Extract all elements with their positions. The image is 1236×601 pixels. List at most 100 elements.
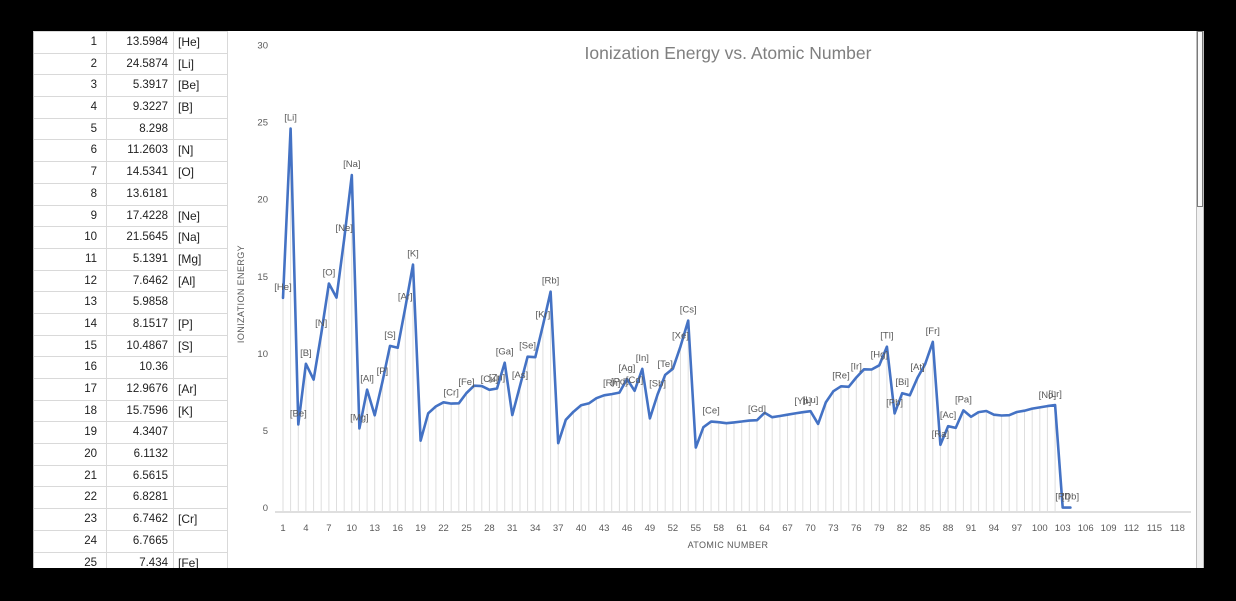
data-point-label: [Rf] [1055, 492, 1070, 503]
cell-label[interactable]: [Na] [174, 227, 228, 248]
cell-ionization-energy[interactable]: 8.1517 [107, 313, 174, 335]
cell-atomic-number[interactable]: 20 [34, 444, 107, 465]
y-tick-label: 0 [263, 503, 268, 514]
cell-label[interactable]: [S] [174, 335, 228, 357]
cell-atomic-number[interactable]: 21 [34, 465, 107, 487]
cell-label[interactable] [174, 465, 228, 487]
data-point-label: [Cr] [444, 388, 459, 399]
cell-atomic-number[interactable]: 11 [34, 248, 107, 270]
cell-ionization-energy[interactable]: 14.5341 [107, 162, 174, 183]
cell-ionization-energy[interactable]: 5.3917 [107, 75, 174, 97]
cell-atomic-number[interactable]: 2 [34, 53, 107, 75]
cell-atomic-number[interactable]: 8 [34, 183, 107, 205]
cell-atomic-number[interactable]: 18 [34, 400, 107, 422]
cell-atomic-number[interactable]: 6 [34, 140, 107, 162]
cell-label[interactable]: [Cr] [174, 509, 228, 530]
cell-atomic-number[interactable]: 1 [34, 32, 107, 53]
cell-label[interactable] [174, 118, 228, 140]
table-row: 10 21.5645 [Na] [34, 227, 228, 249]
x-tick-label: 94 [989, 523, 1000, 534]
cell-atomic-number[interactable]: 7 [34, 162, 107, 183]
cell-ionization-energy[interactable]: 24.5874 [107, 53, 174, 75]
data-point-label: [Xe] [672, 330, 689, 341]
scrollbar-thumb[interactable] [1197, 31, 1203, 207]
cell-atomic-number[interactable]: 17 [34, 379, 107, 400]
data-point-label: [As] [512, 370, 528, 381]
cell-atomic-number[interactable]: 15 [34, 335, 107, 357]
cell-atomic-number[interactable]: 24 [34, 530, 107, 552]
cell-label[interactable]: [Al] [174, 270, 228, 292]
cell-ionization-energy[interactable]: 21.5645 [107, 227, 174, 248]
cell-label[interactable]: [Ar] [174, 379, 228, 400]
cell-label[interactable]: [P] [174, 313, 228, 335]
table-row: 19 4.3407 [34, 422, 228, 445]
cell-ionization-energy[interactable]: 17.4228 [107, 205, 174, 227]
cell-label[interactable]: [Be] [174, 75, 228, 97]
cell-label[interactable] [174, 444, 228, 465]
table-row: 1 13.5984 [He] [34, 32, 228, 54]
cell-ionization-energy[interactable]: 6.7665 [107, 530, 174, 552]
cell-label[interactable]: [Fe] [174, 552, 228, 568]
cell-label[interactable] [174, 292, 228, 313]
x-tick-label: 13 [369, 523, 380, 534]
cell-ionization-energy[interactable]: 5.1391 [107, 248, 174, 270]
cell-ionization-energy[interactable]: 9.3227 [107, 97, 174, 118]
cell-ionization-energy[interactable]: 7.6462 [107, 270, 174, 292]
cell-atomic-number[interactable]: 10 [34, 227, 107, 248]
cell-atomic-number[interactable]: 4 [34, 97, 107, 118]
cell-label[interactable]: [Li] [174, 53, 228, 75]
cell-atomic-number[interactable]: 19 [34, 422, 107, 444]
cell-label[interactable]: [O] [174, 162, 228, 183]
cell-label[interactable]: [K] [174, 400, 228, 422]
cell-ionization-energy[interactable]: 4.3407 [107, 422, 174, 444]
data-point-label: [Ag] [619, 363, 636, 374]
vertical-scrollbar[interactable] [1196, 31, 1204, 568]
cell-atomic-number[interactable]: 22 [34, 487, 107, 509]
cell-atomic-number[interactable]: 14 [34, 313, 107, 335]
cell-label[interactable] [174, 487, 228, 509]
cell-atomic-number[interactable]: 25 [34, 552, 107, 568]
cell-label[interactable]: [B] [174, 97, 228, 118]
cell-ionization-energy[interactable]: 12.9676 [107, 379, 174, 400]
cell-ionization-energy[interactable]: 6.7462 [107, 509, 174, 530]
cell-ionization-energy[interactable]: 15.7596 [107, 400, 174, 422]
chart-plot[interactable]: 0 5 10 15 20 25 30 1 4 7 10 13 16 19 22 25 28 31 34 37 40 43 4… [228, 31, 1196, 568]
cell-ionization-energy[interactable]: 13.5984 [107, 32, 174, 53]
data-point-label: [Ce] [702, 406, 719, 417]
data-point-label: [Fe] [458, 377, 474, 388]
x-tick-label: 28 [484, 523, 495, 534]
data-point-label: [Re] [832, 370, 849, 381]
cell-atomic-number[interactable]: 16 [34, 357, 107, 378]
cell-atomic-number[interactable]: 12 [34, 270, 107, 292]
cell-label[interactable] [174, 183, 228, 205]
cell-atomic-number[interactable]: 13 [34, 292, 107, 313]
x-tick-label: 19 [415, 523, 426, 534]
series-line[interactable] [281, 127, 1072, 509]
cell-atomic-number[interactable]: 5 [34, 118, 107, 140]
cell-ionization-energy[interactable]: 13.6181 [107, 183, 174, 205]
cell-ionization-energy[interactable]: 7.434 [107, 552, 174, 568]
cell-atomic-number[interactable]: 9 [34, 205, 107, 227]
data-point-label: [Ne] [335, 223, 352, 234]
cell-atomic-number[interactable]: 23 [34, 509, 107, 530]
cell-ionization-energy[interactable]: 10.4867 [107, 335, 174, 357]
data-point-label: [Cd] [626, 375, 643, 386]
cell-ionization-energy[interactable]: 10.36 [107, 357, 174, 378]
cell-label[interactable] [174, 530, 228, 552]
cell-atomic-number[interactable]: 3 [34, 75, 107, 97]
cell-label[interactable] [174, 357, 228, 378]
cell-label[interactable]: [N] [174, 140, 228, 162]
cell-ionization-energy[interactable]: 11.2603 [107, 140, 174, 162]
table-row: 3 5.3917 [Be] [34, 75, 228, 98]
cell-label[interactable]: [Mg] [174, 248, 228, 270]
cell-ionization-energy[interactable]: 6.1132 [107, 444, 174, 465]
cell-ionization-energy[interactable]: 8.298 [107, 118, 174, 140]
cell-ionization-energy[interactable]: 6.8281 [107, 487, 174, 509]
cell-ionization-energy[interactable]: 5.9858 [107, 292, 174, 313]
cell-label[interactable] [174, 422, 228, 444]
cell-label[interactable]: [Ne] [174, 205, 228, 227]
x-tick-label: 22 [438, 523, 449, 534]
chart[interactable]: Ionization Energy vs. Atomic Number 0 5 10… [228, 31, 1196, 568]
cell-ionization-energy[interactable]: 6.5615 [107, 465, 174, 487]
cell-label[interactable]: [He] [174, 32, 228, 53]
